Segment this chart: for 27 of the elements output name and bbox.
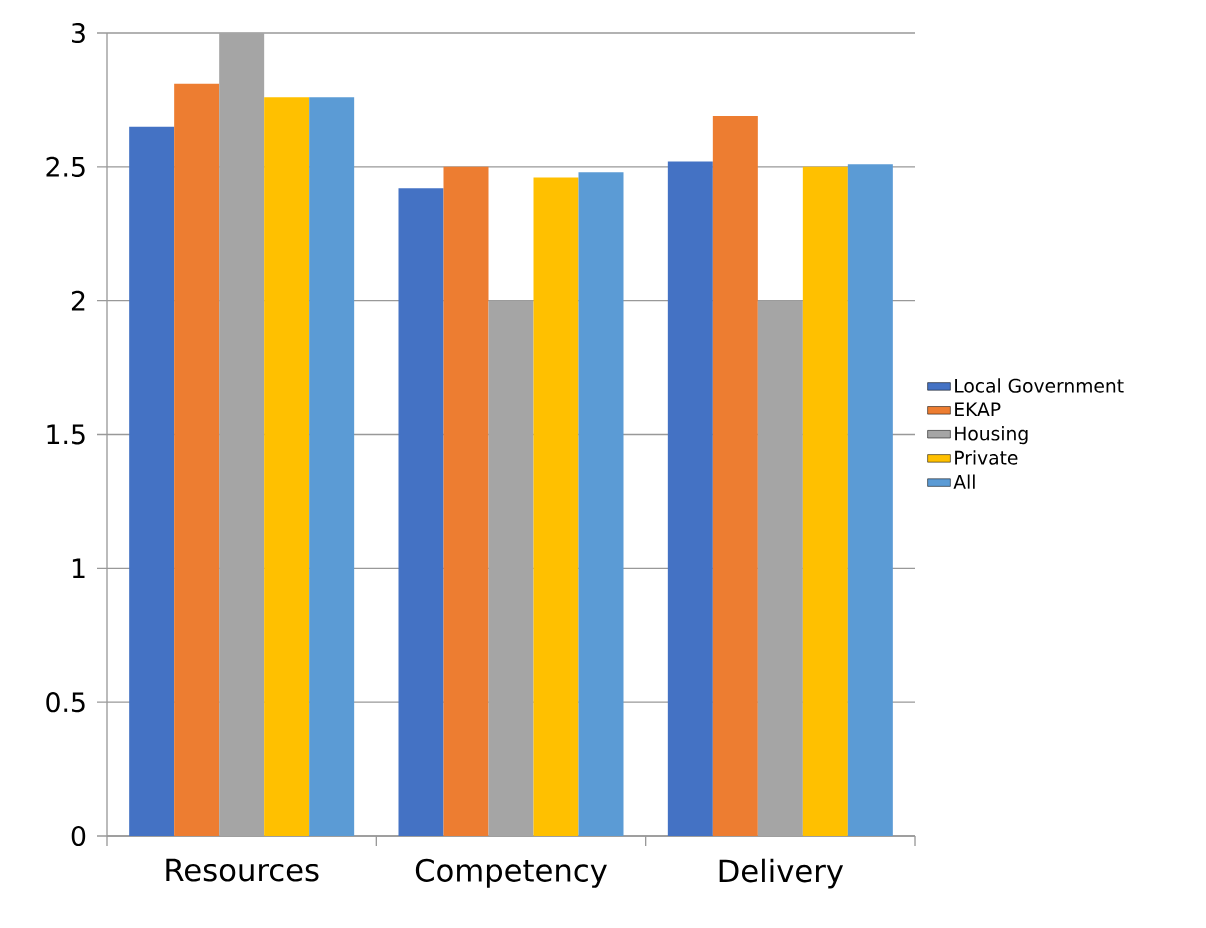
bar bbox=[667, 161, 713, 836]
x-tick-label: Delivery bbox=[719, 858, 844, 889]
bar bbox=[129, 126, 175, 836]
y-tick-label: 1 bbox=[72, 558, 85, 579]
y-tick-label: 2 bbox=[71, 290, 85, 311]
legend-label: EKAP bbox=[955, 402, 1001, 417]
y-tick-label: 0 bbox=[71, 825, 86, 847]
y-tick-label: 1.5 bbox=[47, 424, 85, 445]
bar bbox=[309, 97, 355, 836]
legend-label: All bbox=[953, 474, 975, 489]
y-tick-label: 3 bbox=[72, 22, 85, 44]
bar bbox=[174, 83, 220, 836]
bar bbox=[847, 164, 893, 836]
bar bbox=[533, 177, 579, 836]
legend-label: Private bbox=[955, 450, 1018, 465]
bar bbox=[578, 172, 624, 836]
y-tick-label: 0.5 bbox=[46, 692, 85, 713]
bar bbox=[443, 166, 489, 836]
x-tick-label: Resources bbox=[166, 858, 319, 882]
y-tick-label: 2.5 bbox=[46, 156, 85, 177]
bar bbox=[712, 115, 758, 836]
x-tick-label: Competency bbox=[415, 858, 607, 888]
bar bbox=[802, 166, 848, 836]
bar bbox=[398, 188, 444, 836]
legend-label: Housing bbox=[955, 426, 1028, 445]
bar bbox=[264, 97, 310, 836]
legend-label: Local Government bbox=[955, 378, 1124, 393]
